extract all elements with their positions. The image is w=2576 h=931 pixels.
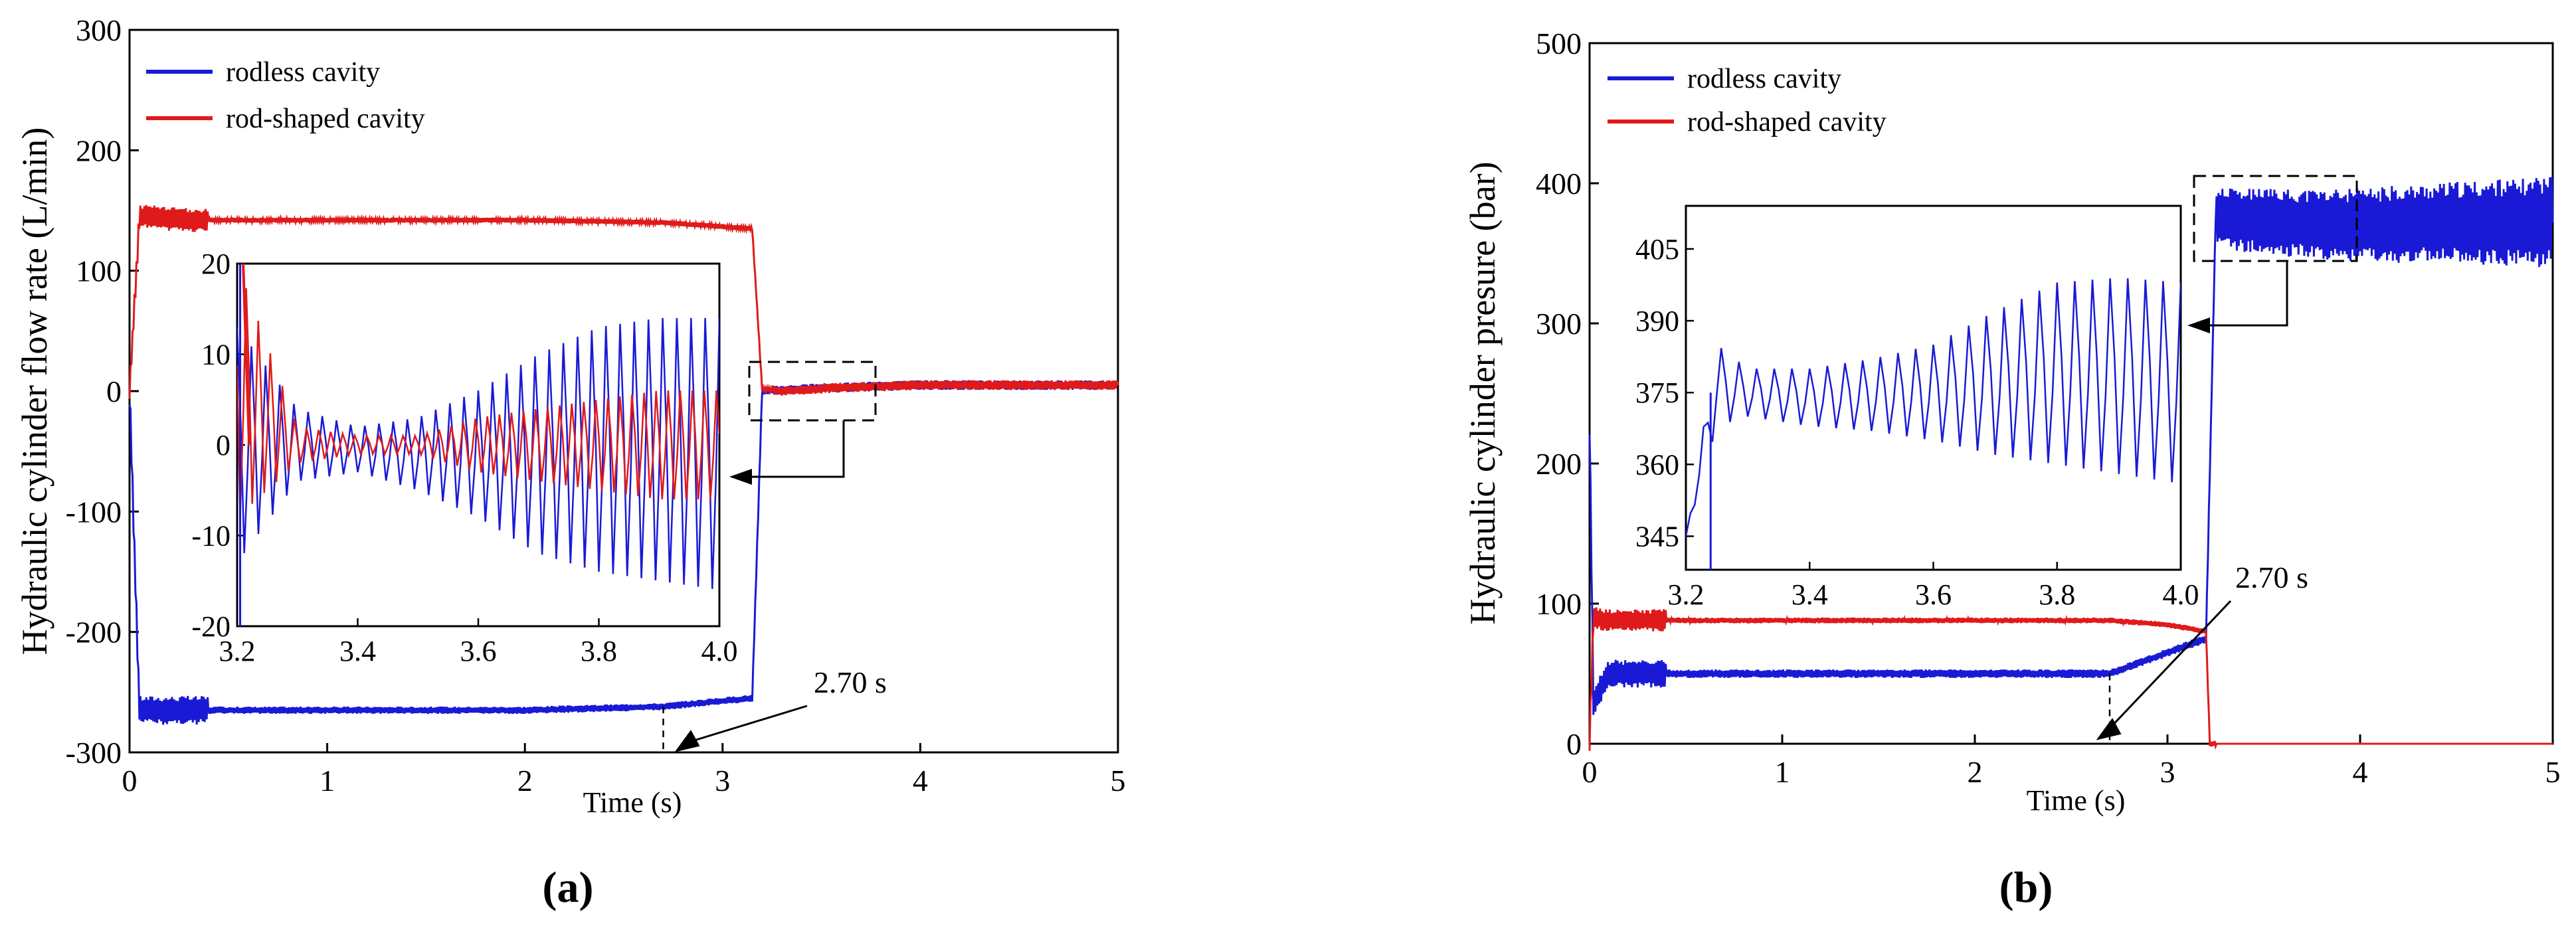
inset-y-tick-label: -10 bbox=[191, 520, 230, 552]
y-tick-label: -200 bbox=[66, 616, 122, 649]
zoom-region-box bbox=[748, 361, 877, 422]
y-tick-label: 0 bbox=[106, 375, 122, 408]
inset-spike-rod bbox=[242, 263, 251, 446]
inset-x-tick-label: 3.4 bbox=[339, 635, 376, 667]
x-tick-label: 1 bbox=[320, 764, 335, 798]
x-tick-label: 1 bbox=[1775, 755, 1790, 789]
inset-y-tick-label: 345 bbox=[1635, 521, 1679, 553]
panel-label: (b) bbox=[1999, 863, 2053, 912]
x-tick-label: 5 bbox=[2545, 755, 2561, 789]
inset-x-tick-label: 4.0 bbox=[2163, 578, 2199, 611]
y-tick-label: 400 bbox=[1536, 167, 1582, 201]
annotation-arrow-head bbox=[674, 730, 700, 752]
inset-x-tick-label: 4.0 bbox=[701, 635, 738, 667]
y-tick-label: -300 bbox=[66, 736, 122, 770]
inset-x-tick-label: 3.8 bbox=[581, 635, 617, 667]
x-tick-label: 4 bbox=[913, 764, 928, 798]
y-tick-label: 300 bbox=[76, 13, 122, 47]
inset-x-tick-label: 3.2 bbox=[1668, 578, 1704, 611]
y-tick-label: -100 bbox=[66, 495, 122, 529]
y-axis-label: Hydraulic cylinder flow rate (L/min) bbox=[15, 127, 54, 655]
zoom-connector-line bbox=[2207, 261, 2288, 327]
annotation-arrow-line bbox=[2106, 600, 2232, 732]
annotation-arrow-line bbox=[685, 705, 808, 744]
annotation-arrow-head bbox=[2096, 718, 2122, 740]
inset-zoom-plot: 3.2 3.4 3.6 3.8 4.0 345 360 375 390 405 bbox=[1635, 205, 2199, 611]
inset-x-tick-label: 3.6 bbox=[460, 635, 497, 667]
y-tick-label: 500 bbox=[1536, 27, 1582, 60]
y-tick-label: 0 bbox=[1566, 727, 1582, 761]
zoom-connector-line bbox=[749, 420, 845, 478]
inset-y-tick-label: 0 bbox=[216, 429, 230, 462]
series-line-rod-shaped-cavity bbox=[128, 205, 1119, 399]
inset-x-tick-label: 3.8 bbox=[2039, 578, 2075, 611]
x-axis-label: Time (s) bbox=[2027, 784, 2126, 817]
x-axis-label: Time (s) bbox=[583, 786, 682, 819]
annotation-label: 2.70 s bbox=[814, 665, 887, 699]
legend-label-rod-shaped-cavity: rod-shaped cavity bbox=[226, 104, 425, 134]
inset-y-tick-label: 20 bbox=[201, 248, 230, 280]
inset-series-rodless-cavity bbox=[1686, 278, 2181, 537]
legend-label-rodless-cavity: rodless cavity bbox=[1687, 64, 1841, 94]
y-tick-label: 200 bbox=[76, 133, 122, 167]
inset-series-rod-shaped-cavity bbox=[237, 288, 719, 515]
inset-x-tick-label: 3.6 bbox=[1915, 578, 1952, 611]
inset-zoom-plot: 3.2 3.4 3.6 3.8 4.0 -20 -10 0 10 20 bbox=[191, 248, 737, 667]
x-tick-label: 0 bbox=[122, 764, 138, 798]
inset-y-tick-label: 360 bbox=[1635, 448, 1679, 481]
legend-label-rod-shaped-cavity: rod-shaped cavity bbox=[1687, 107, 1886, 137]
x-tick-label: 2 bbox=[1968, 755, 1983, 789]
plot-frame bbox=[1588, 42, 2554, 745]
annotation-label: 2.70 s bbox=[2235, 560, 2308, 594]
panel-label: (a) bbox=[543, 863, 594, 912]
inset-y-tick-label: -20 bbox=[191, 610, 230, 643]
y-tick-label: 100 bbox=[1536, 587, 1582, 621]
x-tick-label: 3 bbox=[715, 764, 730, 798]
inset-y-tick-label: 390 bbox=[1635, 305, 1679, 337]
y-tick-label: 100 bbox=[76, 254, 122, 288]
x-tick-label: 5 bbox=[1111, 764, 1126, 798]
y-tick-label: 300 bbox=[1536, 307, 1582, 341]
zoom-connector-arrow-head bbox=[729, 469, 752, 485]
series-line-rodless-cavity bbox=[1588, 177, 2554, 715]
inset-x-tick-label: 3.4 bbox=[1792, 578, 1828, 611]
legend-label-rodless-cavity: rodless cavity bbox=[226, 57, 380, 88]
x-tick-label: 0 bbox=[1582, 755, 1598, 789]
y-tick-label: 200 bbox=[1536, 447, 1582, 481]
x-tick-label: 3 bbox=[2160, 755, 2175, 789]
inset-x-tick-label: 3.2 bbox=[219, 635, 256, 667]
zoom-connector-arrow-head bbox=[2187, 317, 2210, 333]
inset-y-tick-label: 375 bbox=[1635, 377, 1679, 409]
x-tick-label: 2 bbox=[517, 764, 533, 798]
series-line-rod-shaped-cavity bbox=[1588, 607, 2553, 751]
zoom-region-box bbox=[2193, 175, 2358, 262]
y-axis-label: Hydraulic cylinder presure (bar) bbox=[1463, 161, 1503, 624]
x-tick-label: 4 bbox=[2353, 755, 2368, 789]
inset-y-tick-label: 405 bbox=[1635, 233, 1679, 266]
inset-y-tick-label: 10 bbox=[201, 339, 230, 371]
